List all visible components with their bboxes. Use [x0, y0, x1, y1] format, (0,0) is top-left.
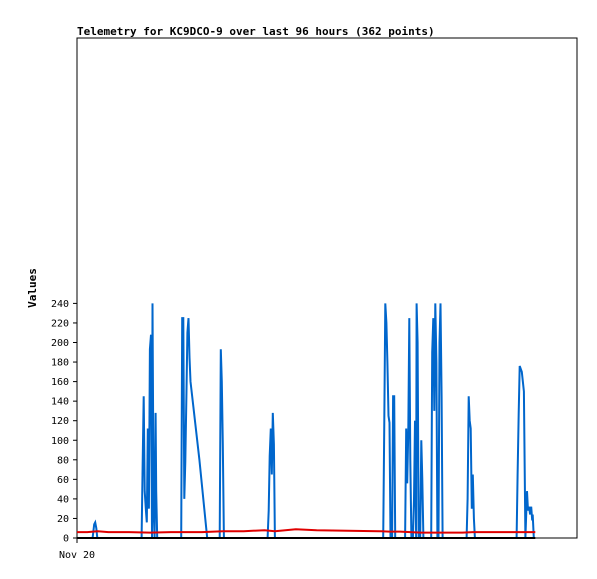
y-tick-label: 60	[57, 475, 69, 486]
y-tick-label: 180	[51, 358, 69, 369]
y-tick-label: 40	[57, 494, 69, 505]
y-tick-label: 220	[51, 318, 69, 329]
x-tick-label: Nov 20	[59, 550, 95, 561]
telemetry-series-blue	[91, 303, 535, 539]
telemetry-series-red	[77, 528, 536, 534]
y-tick-label: 240	[51, 299, 69, 310]
y-tick-label: 200	[51, 338, 69, 349]
y-axis: 0 20 40 60 80 100 120 140 160 180 200 220 240	[51, 299, 77, 545]
series-group	[77, 303, 536, 539]
y-tick-label: 0	[63, 534, 69, 545]
y-tick-label: 100	[51, 436, 69, 447]
y-tick-label: 160	[51, 377, 69, 388]
y-tick-label: 20	[57, 514, 69, 525]
chart-title: Telemetry for KC9DCO-9 over last 96 hour…	[77, 25, 435, 38]
y-tick-label: 140	[51, 397, 69, 408]
y-tick-label: 80	[57, 455, 69, 466]
y-tick-label: 120	[51, 416, 69, 427]
y-axis-label: Values	[26, 268, 39, 308]
